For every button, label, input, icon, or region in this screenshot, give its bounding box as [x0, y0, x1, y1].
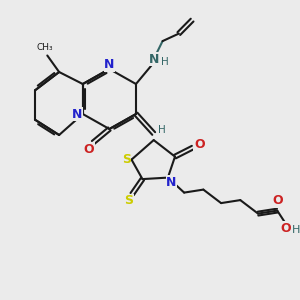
Text: O: O [281, 222, 291, 235]
Text: O: O [83, 142, 94, 156]
Text: S: S [122, 153, 131, 166]
Text: O: O [272, 194, 283, 208]
Text: H: H [292, 225, 300, 236]
Text: N: N [166, 176, 177, 189]
Text: H: H [161, 57, 169, 67]
Text: N: N [148, 52, 159, 66]
Text: H: H [158, 125, 166, 135]
Text: S: S [124, 194, 133, 207]
Text: O: O [194, 138, 205, 151]
Text: CH₃: CH₃ [36, 43, 52, 52]
Text: N: N [104, 58, 115, 71]
Text: N: N [72, 107, 82, 121]
